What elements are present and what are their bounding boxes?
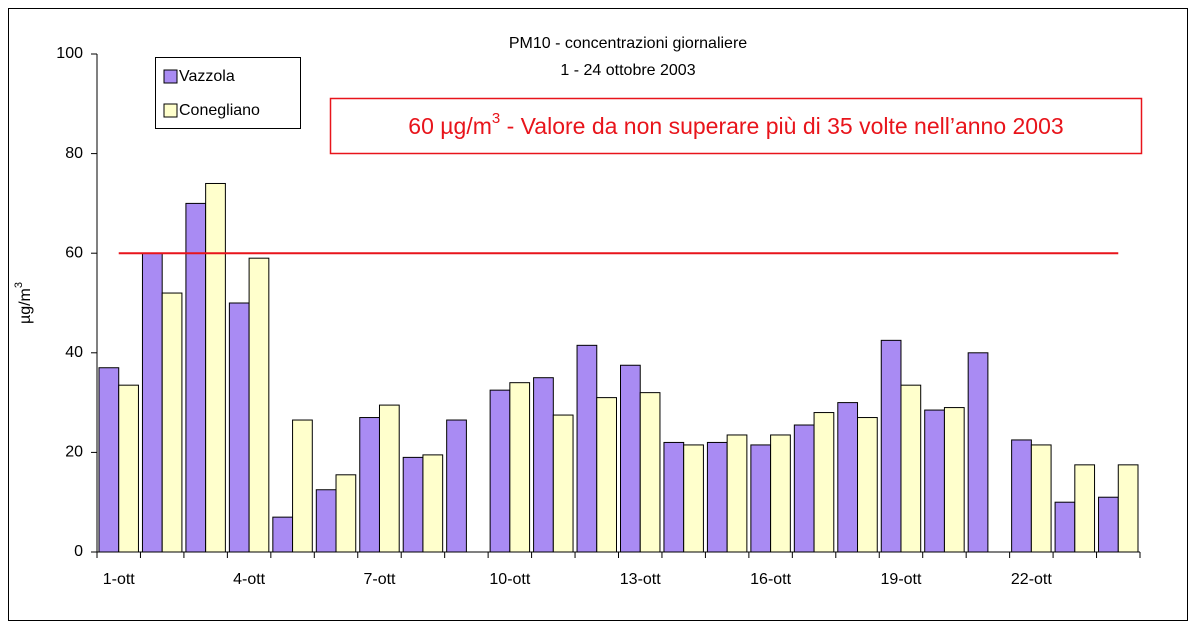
bar	[1011, 439, 1032, 553]
bar	[683, 444, 704, 553]
bar	[228, 302, 250, 553]
bar	[576, 344, 598, 553]
y-tick-label: 40	[65, 344, 83, 361]
bar	[1054, 501, 1076, 553]
bar	[1098, 496, 1119, 553]
x-tick-label: 16-ott	[750, 571, 791, 588]
legend-swatch	[163, 103, 178, 118]
bar	[1074, 464, 1096, 553]
bar	[141, 252, 163, 553]
bar	[359, 417, 380, 553]
bar	[750, 444, 772, 553]
bar	[315, 489, 337, 553]
bar	[98, 367, 120, 553]
bar	[489, 389, 511, 553]
bar	[378, 404, 400, 553]
bar	[335, 474, 357, 553]
bar	[292, 419, 313, 553]
x-tick-label: 22-ott	[1011, 571, 1052, 588]
bar	[185, 202, 207, 553]
bar	[509, 382, 531, 553]
bar	[620, 364, 641, 553]
bar	[639, 392, 661, 553]
bar	[205, 182, 226, 553]
y-tick-label: 80	[65, 145, 83, 162]
bar	[422, 454, 444, 553]
bar	[248, 257, 270, 553]
y-tick-label: 60	[65, 244, 83, 261]
bar	[726, 434, 748, 553]
bar	[1117, 464, 1139, 553]
y-tick-label: 20	[65, 444, 83, 461]
bar	[446, 419, 467, 553]
bar	[924, 409, 945, 553]
bar	[118, 384, 139, 553]
legend-box	[155, 57, 301, 129]
y-tick-label: 0	[74, 543, 83, 560]
bar	[1030, 444, 1052, 553]
bar	[943, 407, 965, 553]
bar	[770, 434, 791, 553]
legend-label: Vazzola	[179, 68, 235, 85]
legend-label: Conegliano	[179, 102, 260, 119]
x-tick-label: 7-ott	[363, 571, 396, 588]
bar	[813, 412, 835, 553]
bar	[552, 414, 574, 553]
annotation-sup: 3	[492, 110, 500, 127]
bar	[596, 397, 617, 553]
x-tick-label: 13-ott	[620, 571, 661, 588]
bar	[880, 339, 902, 553]
annotation-text: 60 µg/m	[408, 113, 492, 139]
bar	[793, 424, 815, 553]
bar	[272, 516, 294, 553]
annotation-rest: - Valore da non superare più di 35 volte…	[500, 113, 1063, 139]
bar	[663, 441, 685, 553]
annotation-box	[329, 97, 1143, 155]
bar	[161, 292, 183, 553]
y-tick-label: 100	[56, 45, 83, 62]
y-axis-label-sup: 3	[13, 282, 25, 288]
bar	[900, 384, 922, 553]
x-tick-label: 19-ott	[881, 571, 922, 588]
bar	[533, 377, 554, 553]
x-tick-label: 1-ott	[103, 571, 136, 588]
y-axis-label-text: µg/m	[17, 288, 34, 324]
bar	[967, 352, 989, 553]
x-tick-label: 4-ott	[233, 571, 266, 588]
chart-title: PM10 - concentrazioni giornaliere	[509, 35, 747, 52]
y-axis-label: µg/m3	[13, 282, 34, 324]
bar	[706, 441, 728, 553]
annotation: 60 µg/m3 - Valore da non superare più di…	[408, 110, 1063, 139]
bar	[837, 402, 859, 553]
x-tick-label: 10-ott	[489, 571, 530, 588]
bar	[402, 456, 424, 553]
chart-subtitle: 1 - 24 ottobre 2003	[560, 62, 695, 79]
legend-swatch	[163, 69, 178, 84]
bar	[857, 417, 878, 553]
